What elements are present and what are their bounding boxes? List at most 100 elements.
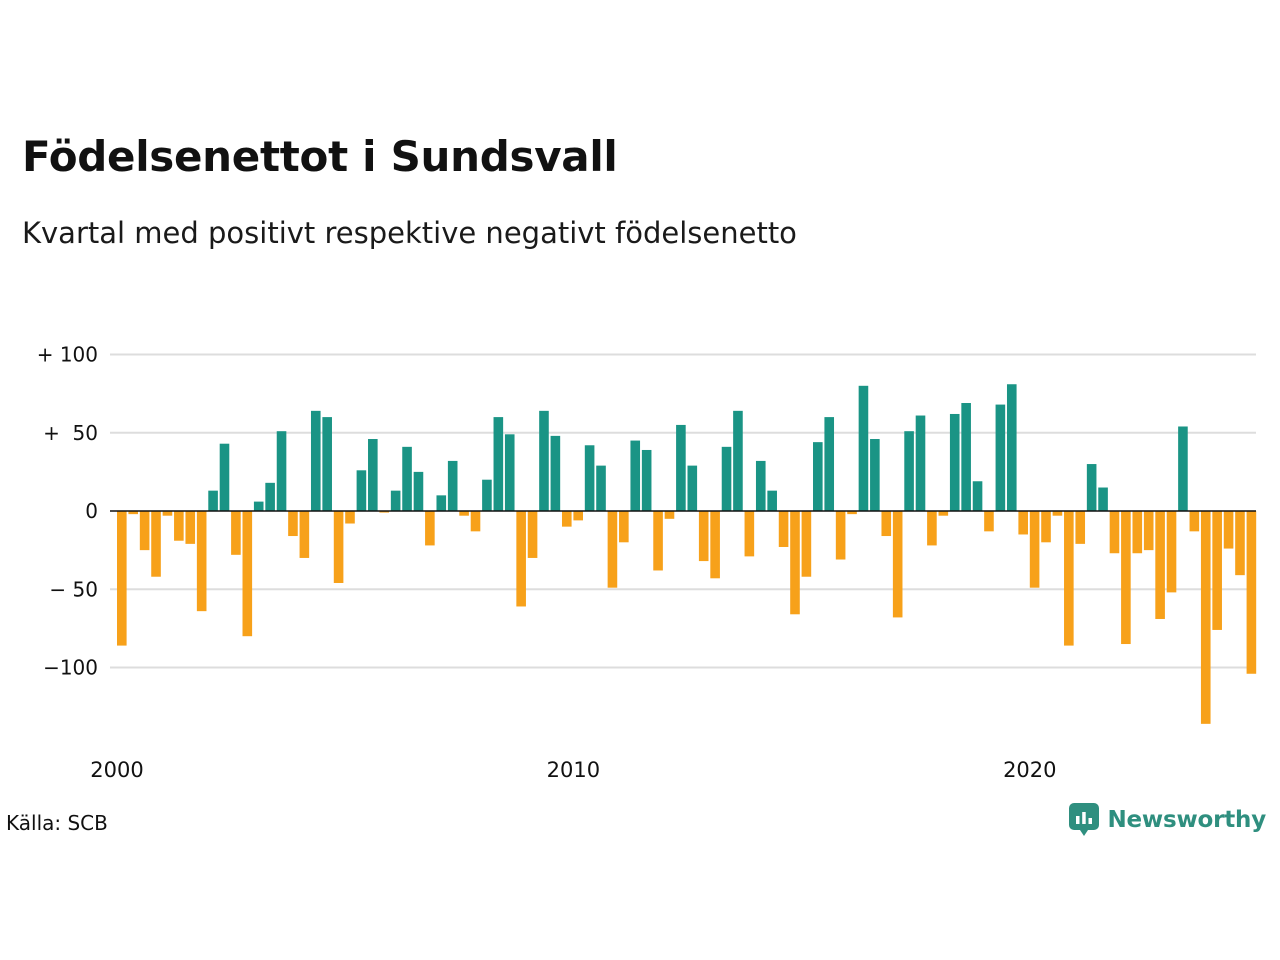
y-tick-label: − 50 bbox=[49, 577, 98, 601]
bar bbox=[653, 511, 663, 571]
bar bbox=[1132, 511, 1143, 554]
bar bbox=[1178, 426, 1188, 511]
bar bbox=[698, 511, 709, 562]
bar bbox=[322, 417, 332, 511]
newsworthy-logo-icon bbox=[1069, 803, 1100, 836]
bar bbox=[196, 511, 207, 612]
bar bbox=[972, 481, 983, 511]
bar bbox=[516, 511, 526, 607]
bar bbox=[539, 410, 549, 511]
bar bbox=[356, 470, 367, 511]
bar bbox=[1006, 384, 1017, 512]
bar bbox=[607, 511, 618, 588]
bar bbox=[425, 511, 435, 546]
x-tick-label: 2000 bbox=[90, 758, 143, 782]
bar bbox=[927, 511, 937, 546]
bar bbox=[790, 511, 800, 615]
bar bbox=[368, 439, 378, 511]
bar bbox=[1109, 511, 1120, 554]
bar bbox=[1029, 511, 1040, 588]
bar bbox=[1155, 511, 1165, 619]
bar bbox=[870, 439, 880, 511]
bar bbox=[470, 511, 481, 532]
bar bbox=[151, 511, 161, 577]
bar bbox=[984, 511, 994, 532]
bar bbox=[1212, 511, 1222, 630]
bar bbox=[847, 511, 857, 515]
bar bbox=[527, 511, 538, 558]
bar bbox=[459, 511, 469, 516]
bar bbox=[117, 511, 127, 646]
y-tick-label: + 100 bbox=[37, 343, 98, 367]
bar bbox=[619, 511, 629, 543]
bar bbox=[482, 479, 492, 511]
bar bbox=[242, 511, 253, 637]
brand-name: Newsworthy bbox=[1107, 807, 1266, 833]
bar bbox=[550, 435, 561, 511]
x-tick-label: 2010 bbox=[547, 758, 600, 782]
bar bbox=[1018, 511, 1028, 535]
bar bbox=[995, 404, 1006, 511]
bar bbox=[881, 511, 892, 537]
bar bbox=[231, 511, 241, 555]
bar bbox=[128, 511, 139, 515]
bar bbox=[733, 410, 743, 511]
bar bbox=[436, 495, 447, 511]
bar bbox=[447, 460, 458, 511]
bar bbox=[904, 431, 914, 511]
bar bbox=[1075, 511, 1086, 544]
bar bbox=[265, 482, 275, 511]
bar bbox=[345, 511, 355, 524]
bar bbox=[493, 417, 504, 511]
bar bbox=[310, 410, 321, 511]
bar bbox=[630, 440, 641, 511]
bar bbox=[664, 511, 675, 519]
bar bbox=[892, 511, 903, 618]
bar bbox=[1064, 511, 1074, 646]
bar bbox=[1189, 511, 1200, 532]
bar bbox=[813, 442, 823, 511]
bar bbox=[1052, 511, 1063, 516]
bar bbox=[961, 403, 971, 511]
bar bbox=[824, 417, 835, 511]
bar bbox=[219, 443, 230, 511]
bar bbox=[1041, 511, 1051, 543]
bar bbox=[573, 511, 583, 521]
y-tick-label: + 50 bbox=[43, 421, 98, 445]
bar bbox=[208, 490, 218, 511]
bar bbox=[1200, 511, 1211, 724]
bar bbox=[288, 511, 298, 537]
bar bbox=[721, 446, 732, 511]
y-tick-label: −100 bbox=[43, 656, 98, 680]
bar bbox=[276, 431, 287, 511]
bar bbox=[185, 511, 196, 544]
bar bbox=[1166, 511, 1177, 593]
bar bbox=[1223, 511, 1234, 549]
chart-title: Födelsenettot i Sundsvall bbox=[22, 132, 618, 181]
bar bbox=[641, 449, 652, 511]
bar bbox=[778, 511, 789, 547]
bar bbox=[1121, 511, 1131, 645]
brand[interactable]: Newsworthy bbox=[1069, 803, 1266, 837]
bar bbox=[1143, 511, 1154, 551]
bar bbox=[390, 490, 401, 511]
source-label: Källa: SCB bbox=[6, 811, 108, 835]
bar bbox=[413, 471, 424, 512]
bar bbox=[710, 511, 720, 579]
bar bbox=[835, 511, 846, 560]
bar bbox=[676, 424, 686, 512]
bar bbox=[162, 511, 173, 516]
bar bbox=[915, 415, 926, 511]
bar bbox=[949, 413, 960, 511]
chart-subtitle: Kvartal med positivt respektive negativt… bbox=[22, 216, 797, 250]
bar bbox=[858, 385, 869, 511]
bar bbox=[584, 445, 595, 511]
bar bbox=[379, 511, 390, 513]
bar bbox=[402, 446, 412, 511]
bar bbox=[253, 501, 264, 511]
x-tick-label: 2020 bbox=[1003, 758, 1056, 782]
bar bbox=[299, 511, 310, 558]
bar bbox=[801, 511, 812, 577]
bar bbox=[333, 511, 344, 583]
